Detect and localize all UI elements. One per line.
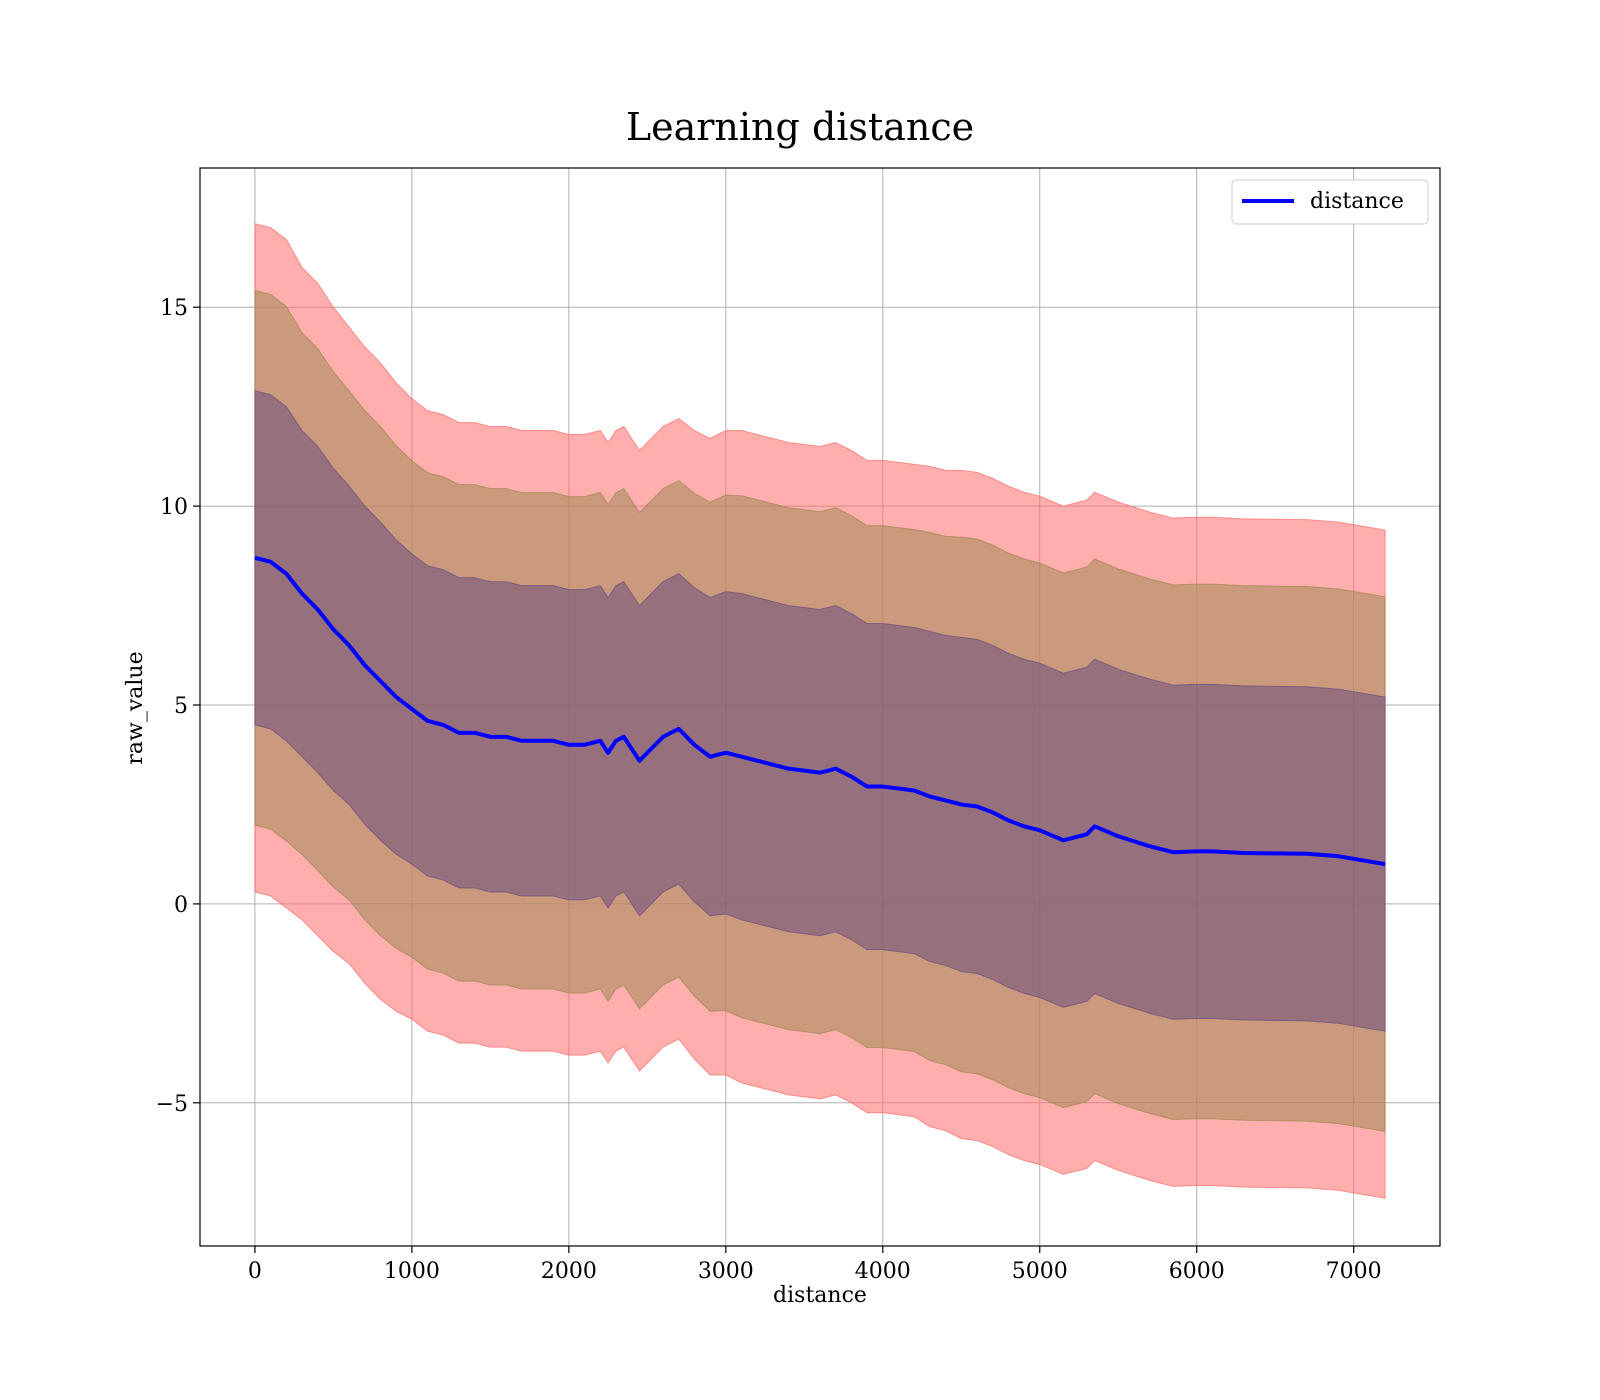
y-tick-label: −5 — [156, 1092, 188, 1117]
legend-box — [1231, 179, 1429, 225]
y-tick-label: 15 — [160, 296, 188, 321]
y-tick-label: 10 — [160, 495, 188, 520]
plot-frame — [199, 167, 1441, 1247]
x-axis: 0 1000 2000 3000 4000 5000 6000 7000 — [248, 1246, 1382, 1284]
series-lines — [254, 555, 1386, 867]
x-tick-label: 0 — [248, 1259, 262, 1284]
y-axis-label: raw_value — [123, 651, 148, 764]
y-tick-label: 0 — [174, 893, 188, 918]
chart-title: Learning distance — [626, 105, 974, 149]
y-tick-label: 5 — [174, 694, 188, 719]
std-band-3 — [254, 390, 1386, 1032]
x-tick-label: 6000 — [1169, 1259, 1225, 1284]
series-line-distance — [254, 555, 1386, 867]
y-axis: −5 0 5 10 15 — [156, 296, 200, 1117]
std-bands — [254, 223, 1386, 1199]
x-tick-label: 5000 — [1012, 1259, 1068, 1284]
x-tick-label: 1000 — [384, 1259, 440, 1284]
legend: distance — [1231, 179, 1429, 225]
legend-label: distance — [1310, 189, 1404, 214]
x-tick-label: 4000 — [855, 1259, 911, 1284]
x-tick-label: 7000 — [1326, 1259, 1382, 1284]
x-tick-label: 2000 — [541, 1259, 597, 1284]
x-axis-label: distance — [773, 1283, 867, 1308]
x-tick-label: 3000 — [698, 1259, 754, 1284]
